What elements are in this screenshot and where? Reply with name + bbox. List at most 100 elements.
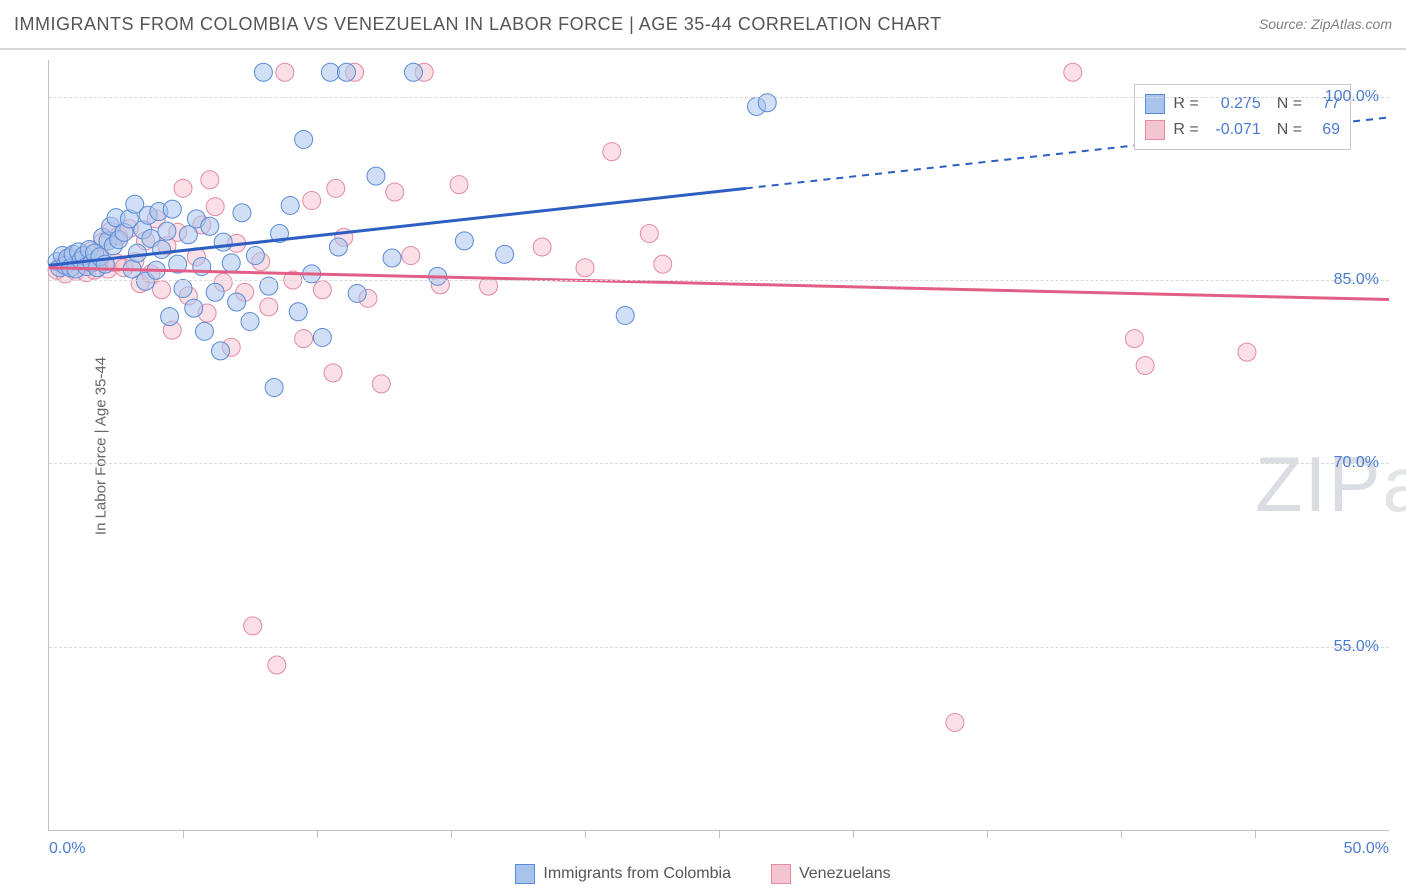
x-tick-mark: [183, 830, 184, 838]
stats-row: R = -0.071 N = 69: [1145, 117, 1340, 143]
scatter-point: [603, 143, 621, 161]
scatter-point: [295, 330, 313, 348]
scatter-point: [212, 342, 230, 360]
scatter-point: [244, 617, 262, 635]
scatter-point: [179, 226, 197, 244]
scatter-point: [337, 63, 355, 81]
stats-box: R =0.275N =77R =-0.071N =69: [1134, 84, 1351, 149]
scatter-point: [153, 240, 171, 258]
scatter-point: [174, 179, 192, 197]
scatter-point: [321, 63, 339, 81]
scatter-point: [260, 298, 278, 316]
scatter-point: [640, 225, 658, 243]
legend-label: Immigrants from Colombia: [543, 865, 731, 883]
x-tick-mark: [1255, 830, 1256, 838]
y-tick-label: 70.0%: [1334, 454, 1379, 472]
scatter-point: [1136, 357, 1154, 375]
scatter-point: [496, 245, 514, 263]
y-tick-label: 100.0%: [1325, 88, 1379, 106]
stats-r-label: R =: [1173, 91, 1198, 117]
scatter-point: [324, 364, 342, 382]
scatter-point: [313, 328, 331, 346]
scatter-point: [276, 63, 294, 81]
scatter-point: [348, 284, 366, 302]
scatter-point: [206, 198, 224, 216]
x-tick-mark: [1121, 830, 1122, 838]
scatter-point: [327, 179, 345, 197]
scatter-point: [367, 167, 385, 185]
stats-r-value: -0.071: [1207, 117, 1261, 143]
chart-source: Source: ZipAtlas.com: [1259, 16, 1392, 32]
stats-swatch: [1145, 120, 1165, 140]
scatter-point: [163, 200, 181, 218]
scatter-point: [404, 63, 422, 81]
legend-label: Venezuelans: [799, 865, 891, 883]
scatter-point: [233, 204, 251, 222]
scatter-point: [295, 130, 313, 148]
scatter-point: [576, 259, 594, 277]
scatter-point: [946, 713, 964, 731]
scatter-point: [228, 293, 246, 311]
gridline: [49, 280, 1389, 281]
scatter-point: [201, 217, 219, 235]
scatter-point: [289, 303, 307, 321]
x-tick-mark: [451, 830, 452, 838]
stats-r-label: R =: [1173, 117, 1198, 143]
scatter-point: [185, 299, 203, 317]
legend-item: Immigrants from Colombia: [515, 864, 731, 884]
legend-item: Venezuelans: [771, 864, 891, 884]
scatter-point: [246, 247, 264, 265]
scatter-point: [383, 249, 401, 267]
x-tick-mark: [719, 830, 720, 838]
stats-n-value: 69: [1310, 117, 1340, 143]
scatter-point: [195, 322, 213, 340]
scatter-point: [174, 280, 192, 298]
chart-header: IMMIGRANTS FROM COLOMBIA VS VENEZUELAN I…: [0, 0, 1406, 50]
gridline: [49, 647, 1389, 648]
scatter-point: [222, 254, 240, 272]
scatter-point: [1238, 343, 1256, 361]
legend-swatch: [515, 864, 535, 884]
scatter-point: [265, 379, 283, 397]
stats-n-label: N =: [1277, 91, 1302, 117]
scatter-point: [313, 281, 331, 299]
y-tick-label: 55.0%: [1334, 638, 1379, 656]
scatter-point: [303, 192, 321, 210]
scatter-svg: [49, 60, 1389, 830]
plot-area: ZIPatlas R =0.275N =77R =-0.071N =69 55.…: [48, 60, 1389, 831]
scatter-point: [1064, 63, 1082, 81]
y-tick-label: 85.0%: [1334, 271, 1379, 289]
scatter-point: [533, 238, 551, 256]
scatter-point: [402, 247, 420, 265]
stats-n-label: N =: [1277, 117, 1302, 143]
scatter-point: [153, 281, 171, 299]
scatter-point: [386, 183, 404, 201]
x-tick-label: 50.0%: [1344, 840, 1389, 858]
stats-r-value: 0.275: [1207, 91, 1261, 117]
scatter-point: [201, 171, 219, 189]
scatter-point: [329, 238, 347, 256]
scatter-point: [281, 196, 299, 214]
scatter-point: [214, 233, 232, 251]
chart-title: IMMIGRANTS FROM COLOMBIA VS VENEZUELAN I…: [14, 14, 942, 35]
scatter-point: [455, 232, 473, 250]
legend-swatch: [771, 864, 791, 884]
x-tick-mark: [317, 830, 318, 838]
scatter-point: [372, 375, 390, 393]
x-tick-mark: [585, 830, 586, 838]
bottom-legend: Immigrants from Colombia Venezuelans: [0, 864, 1406, 884]
scatter-point: [1125, 330, 1143, 348]
x-tick-label: 0.0%: [49, 840, 85, 858]
scatter-point: [241, 313, 259, 331]
scatter-point: [206, 283, 224, 301]
gridline: [49, 463, 1389, 464]
scatter-point: [616, 306, 634, 324]
scatter-point: [161, 308, 179, 326]
gridline: [49, 97, 1389, 98]
scatter-point: [654, 255, 672, 273]
x-tick-mark: [853, 830, 854, 838]
scatter-point: [158, 222, 176, 240]
scatter-point: [450, 176, 468, 194]
scatter-point: [128, 244, 146, 262]
scatter-point: [268, 656, 286, 674]
